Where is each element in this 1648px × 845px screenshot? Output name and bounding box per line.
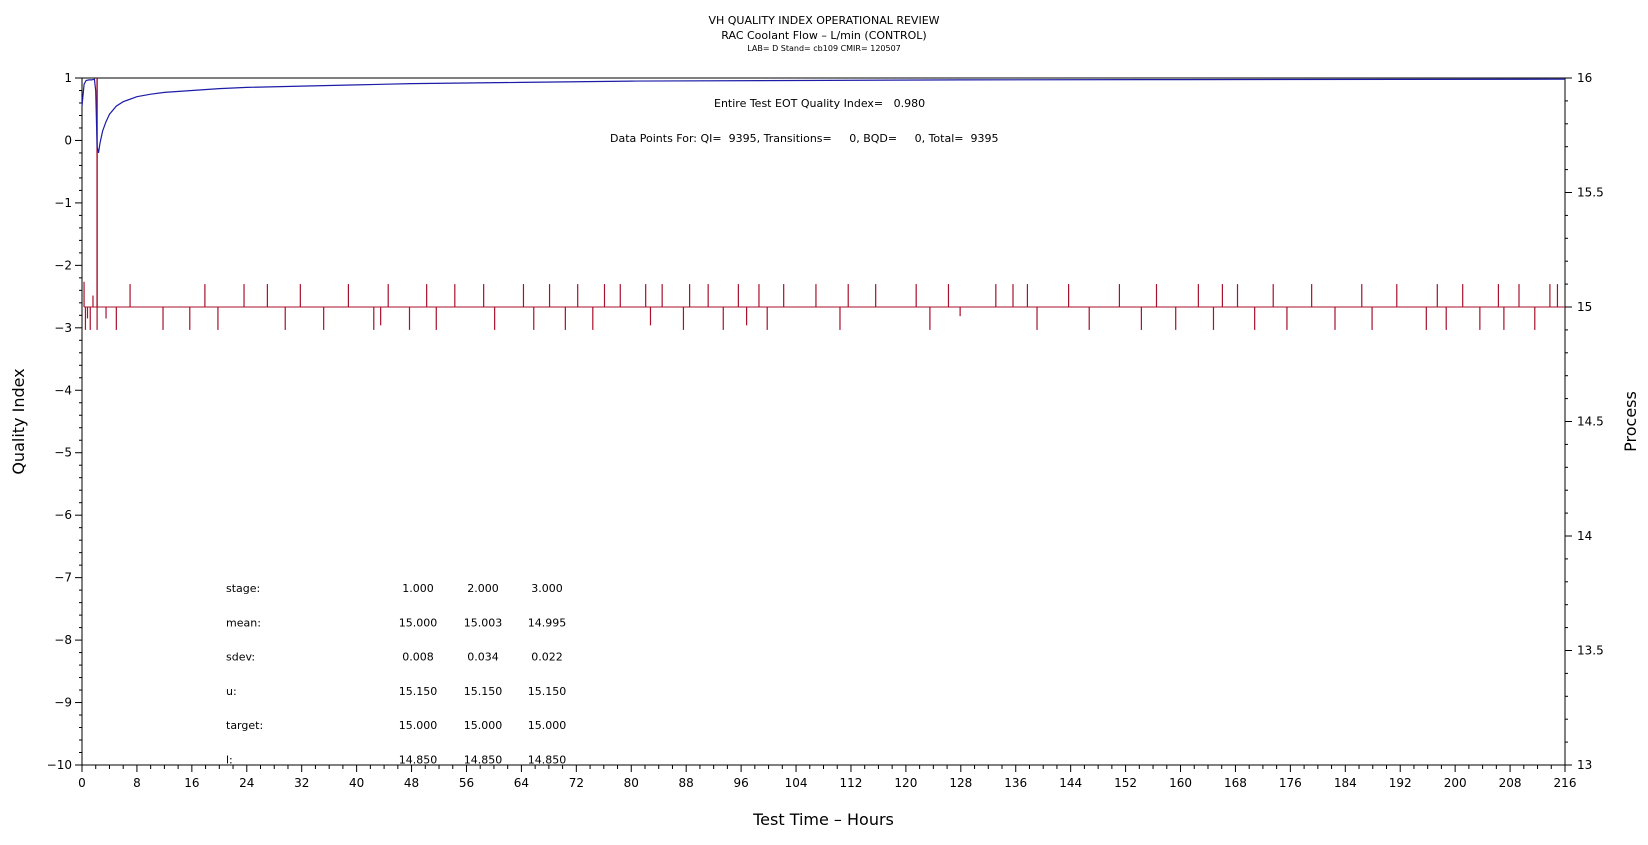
x-tick-label: 152 — [1114, 776, 1137, 790]
stats-cell: 14.995 — [528, 616, 567, 629]
stats-cell: 15.000 — [464, 719, 503, 732]
stats-cell: 15.150 — [528, 685, 567, 698]
stats-row-label: u: — [226, 685, 237, 698]
y-tick-label: −7 — [54, 571, 72, 585]
x-tick-label: 104 — [785, 776, 808, 790]
stats-cell: 14.850 — [464, 754, 503, 767]
stats-row-label: sdev: — [226, 651, 255, 664]
stats-row-label: target: — [226, 719, 263, 732]
data-points-annotation: Data Points For: QI= 9395, Transitions= … — [610, 132, 999, 145]
stats-cell: 1.000 — [402, 582, 434, 595]
bottom-axis: 0 8 16 24 32 40 48 56 64 72 80 88 96 104 112 120 128 136 1… — [78, 765, 1576, 790]
y2-tick-label: 13 — [1577, 758, 1592, 772]
y2-tick-label: 13.5 — [1577, 644, 1604, 658]
plot-frame — [81, 77, 1566, 766]
y-tick-label: −1 — [54, 196, 72, 210]
y2-tick-label: 16 — [1577, 71, 1592, 85]
x-tick-label: 88 — [679, 776, 694, 790]
y-tick-label: −9 — [54, 696, 72, 710]
stats-cell: 2.000 — [467, 582, 499, 595]
eot-quality-index-annotation: Entire Test EOT Quality Index= 0.980 — [714, 97, 926, 110]
stats-cell: 14.850 — [399, 754, 438, 767]
x-tick-label: 120 — [894, 776, 917, 790]
stats-row-label: l: — [226, 754, 233, 767]
y-tick-label: −4 — [54, 383, 72, 397]
series-layer — [81, 78, 1566, 330]
x-tick-label: 32 — [294, 776, 309, 790]
y-tick-label: −6 — [54, 508, 72, 522]
plot-border — [81, 77, 1566, 766]
right-axis: 16 15.5 15 14.5 14 13.5 13 — [1565, 71, 1604, 772]
x-tick-label: 0 — [78, 776, 86, 790]
x-tick-label: 64 — [514, 776, 529, 790]
y-tick-label: −10 — [47, 758, 72, 772]
stats-cell: 15.000 — [399, 616, 438, 629]
y2-tick-label: 15.5 — [1577, 186, 1604, 200]
x-tick-label: 56 — [459, 776, 474, 790]
x-tick-label: 128 — [949, 776, 972, 790]
y-tick-label: 0 — [64, 133, 72, 147]
left-axis: 1 0 −1 −2 −3 −4 −5 −6 −7 −8 −9 −10 — [47, 71, 82, 772]
y-tick-label: −8 — [54, 633, 72, 647]
stats-cell: 15.000 — [399, 719, 438, 732]
x-tick-label: 168 — [1224, 776, 1247, 790]
stats-cell: 15.003 — [464, 616, 503, 629]
x-tick-label: 216 — [1554, 776, 1577, 790]
x-tick-label: 160 — [1169, 776, 1192, 790]
y2-tick-label: 14 — [1577, 529, 1592, 543]
y2-tick-label: 14.5 — [1577, 415, 1604, 429]
y-tick-label: −3 — [54, 321, 72, 335]
x-tick-label: 24 — [239, 776, 254, 790]
x-tick-label: 80 — [624, 776, 639, 790]
stats-cell: 0.034 — [467, 651, 499, 664]
x-tick-label: 184 — [1334, 776, 1357, 790]
stats-cell: 3.000 — [531, 582, 563, 595]
x-tick-label: 136 — [1004, 776, 1027, 790]
y-tick-label: −2 — [54, 258, 72, 272]
stats-row-label: stage: — [226, 582, 260, 595]
x-tick-label: 40 — [349, 776, 364, 790]
chart-info-line: LAB= D Stand= cb109 CMIR= 120507 — [747, 44, 901, 53]
stats-cell: 0.022 — [531, 651, 563, 664]
y2-axis-title: Process — [1621, 391, 1640, 452]
chart-subtitle: RAC Coolant Flow – L/min (CONTROL) — [721, 29, 927, 42]
x-tick-label: 72 — [569, 776, 584, 790]
x-tick-label: 48 — [404, 776, 419, 790]
x-tick-label: 112 — [840, 776, 863, 790]
x-tick-label: 200 — [1444, 776, 1467, 790]
x-tick-label: 8 — [133, 776, 141, 790]
x-tick-label: 176 — [1279, 776, 1302, 790]
y2-tick-label: 15 — [1577, 300, 1592, 314]
stats-cell: 15.150 — [399, 685, 438, 698]
x-tick-label: 96 — [733, 776, 748, 790]
y-tick-label: −5 — [54, 446, 72, 460]
y-axis-title: Quality Index — [9, 368, 28, 474]
x-tick-label: 144 — [1059, 776, 1082, 790]
x-tick-label: 192 — [1389, 776, 1412, 790]
chart-title: VH QUALITY INDEX OPERATIONAL REVIEW — [708, 14, 940, 27]
stats-cell: 0.008 — [402, 651, 434, 664]
stats-cell: 15.000 — [528, 719, 567, 732]
y-tick-label: 1 — [64, 71, 72, 85]
stats-table: stage: 1.000 2.000 3.000 mean: 15.000 15.003 14… — [226, 582, 566, 767]
stats-row-label: mean: — [226, 616, 261, 629]
stats-cell: 15.150 — [464, 685, 503, 698]
x-axis-title: Test Time – Hours — [752, 810, 894, 829]
stats-cell: 14.850 — [528, 754, 567, 767]
quality-index-line — [81, 78, 1566, 154]
x-tick-label: 208 — [1499, 776, 1522, 790]
x-tick-label: 16 — [184, 776, 199, 790]
